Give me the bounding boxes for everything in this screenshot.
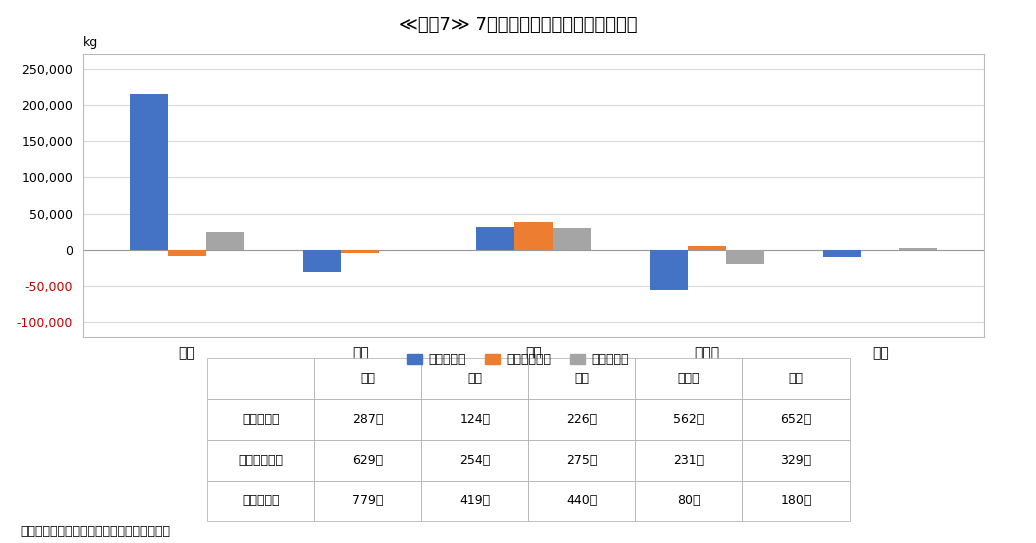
Bar xyxy=(130,94,168,250)
Legend: 東京都市場, 名古屋市市場, 大阪府市場: 東京都市場, 名古屋市市場, 大阪府市場 xyxy=(402,349,634,371)
Bar xyxy=(650,250,688,289)
Bar xyxy=(168,250,206,256)
Bar xyxy=(552,228,591,250)
Bar xyxy=(341,250,379,254)
Bar xyxy=(206,232,244,250)
Bar xyxy=(823,250,861,257)
Text: （出典）　各中央卸売市場統計より当社作成: （出典） 各中央卸売市場統計より当社作成 xyxy=(21,525,171,538)
Bar xyxy=(515,222,552,250)
Bar xyxy=(477,226,515,250)
Bar xyxy=(726,250,765,264)
Bar xyxy=(688,246,726,250)
Bar xyxy=(899,248,938,250)
Text: kg: kg xyxy=(83,36,98,49)
Text: ≪図袄7≫ 7月のもも類の産地別入荷量増減: ≪図袄7≫ 7月のもも類の産地別入荷量増減 xyxy=(399,16,637,34)
Bar xyxy=(303,250,341,272)
